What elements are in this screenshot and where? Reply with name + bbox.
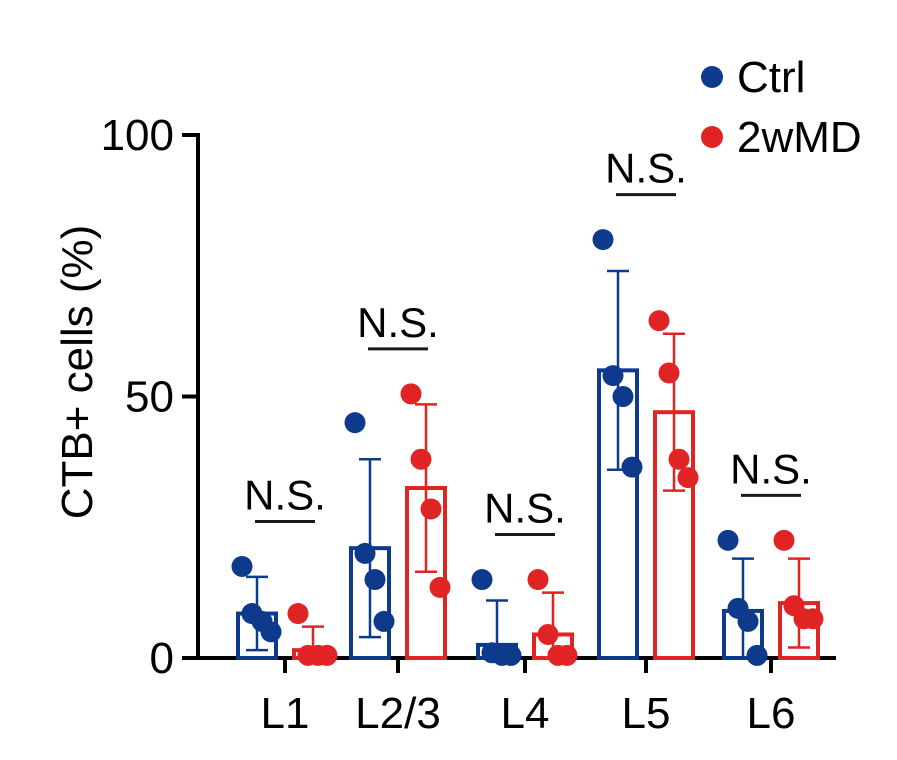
y-axis-label: CTB+ cells (%) xyxy=(53,225,102,520)
x-tick-label: L6 xyxy=(747,689,796,738)
data-point xyxy=(556,644,578,666)
y-tick-label: 0 xyxy=(150,634,174,683)
data-point xyxy=(260,621,282,643)
legend: Ctrl 2wMD xyxy=(701,53,862,162)
legend-marker xyxy=(701,126,723,148)
data-point xyxy=(648,310,670,332)
data-point xyxy=(802,608,824,630)
data-point xyxy=(471,569,493,591)
x-tick-label: L5 xyxy=(622,689,671,738)
x-tick-label: L4 xyxy=(501,689,550,738)
data-point xyxy=(410,448,432,470)
legend-marker xyxy=(701,66,723,88)
legend-label: 2wMD xyxy=(737,113,862,162)
data-point xyxy=(364,569,386,591)
data-point xyxy=(527,569,549,591)
data-point xyxy=(420,498,442,520)
data-point xyxy=(658,362,680,384)
plot-area: 0 50 100 L1 L2/3 L4 L5 L6 N.S. N.S. N.S. N.S. N.S. xyxy=(101,111,836,738)
y-tick-label: 100 xyxy=(101,111,174,160)
data-point xyxy=(429,576,451,598)
data-point xyxy=(612,386,634,407)
x-tick-label: L1 xyxy=(261,689,310,738)
data-point xyxy=(677,467,699,489)
significance-label: N.S. xyxy=(484,485,566,532)
data-point xyxy=(602,365,624,387)
data-point xyxy=(592,229,614,251)
data-point xyxy=(316,644,338,666)
data-point xyxy=(717,529,739,551)
significance-label: N.S. xyxy=(244,471,326,518)
data-point xyxy=(746,644,768,666)
data-point xyxy=(773,529,795,551)
significance-label: N.S. xyxy=(357,299,439,346)
data-point xyxy=(354,542,376,564)
legend-label: Ctrl xyxy=(737,53,805,102)
data-point xyxy=(344,412,366,434)
x-tick-label: L2/3 xyxy=(355,689,441,738)
data-point xyxy=(400,383,422,405)
data-point xyxy=(668,448,690,470)
data-point xyxy=(500,644,522,666)
data-point xyxy=(287,603,309,625)
data-point xyxy=(373,610,395,632)
data-point xyxy=(737,610,759,632)
data-point xyxy=(231,555,253,577)
data-point xyxy=(537,623,559,645)
significance-label: N.S. xyxy=(605,145,687,192)
y-tick-label: 50 xyxy=(125,373,174,422)
data-point xyxy=(621,456,643,478)
significance-label: N.S. xyxy=(730,445,812,492)
